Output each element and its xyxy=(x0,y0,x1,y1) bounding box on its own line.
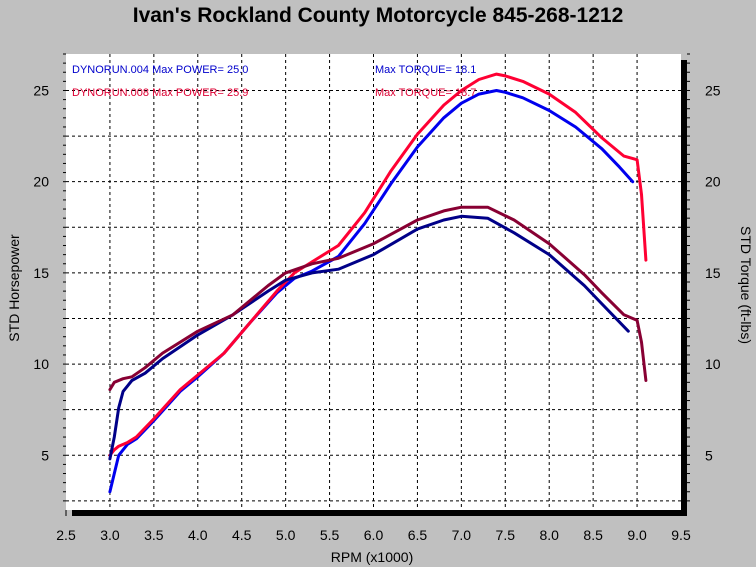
x-tick-label: 3.0 xyxy=(100,527,120,543)
x-tick-label: 3.5 xyxy=(144,527,164,543)
grid xyxy=(66,54,681,510)
x-tick-label: 6.5 xyxy=(408,527,428,543)
y-tick-label-right: 25 xyxy=(705,82,721,98)
y-tick-label-left: 5 xyxy=(41,447,49,463)
x-tick-label: 6.0 xyxy=(364,527,384,543)
x-tick-label: 7.5 xyxy=(496,527,516,543)
series-line-3 xyxy=(108,214,630,461)
x-axis-title: RPM (x1000) xyxy=(331,549,413,565)
x-tick-label: 7.0 xyxy=(452,527,472,543)
x-tick-label: 4.0 xyxy=(188,527,208,543)
y-tick-label-right: 20 xyxy=(705,174,721,190)
y-tick-label-right: 5 xyxy=(705,447,713,463)
x-tick-label: 5.5 xyxy=(320,527,340,543)
legend: DYNORUN.004 Max POWER= 25.0 Max TORQUE= … xyxy=(72,64,476,99)
y-tick-label-left: 25 xyxy=(33,82,49,98)
x-tick-label: 8.0 xyxy=(539,527,559,543)
x-tick-label: 4.5 xyxy=(232,527,252,543)
series-group xyxy=(108,72,648,494)
x-tick-label: 5.0 xyxy=(276,527,296,543)
series-line-4 xyxy=(108,205,648,392)
legend-run-1-power: DYNORUN.004 Max POWER= 25.0 xyxy=(72,64,248,76)
tick-labels: 2.5 3.0 3.5 4.0 4.5 5.0 5.5 6.0 6.5 7.0 7.5 8.0 8.5 9… xyxy=(33,82,720,543)
y-tick-label-right: 10 xyxy=(705,356,721,372)
x-tick-label: 9.5 xyxy=(671,527,691,543)
y-tick-label-left: 15 xyxy=(33,265,49,281)
y-tick-label-left: 10 xyxy=(33,356,49,372)
x-tick-label: 9.0 xyxy=(627,527,647,543)
legend-run-2-power: DYNORUN.008 Max POWER= 25.9 xyxy=(72,87,248,99)
x-tick-label: 8.5 xyxy=(583,527,603,543)
series-line-2 xyxy=(108,72,648,457)
chart-title: Ivan's Rockland County Motorcycle 845-26… xyxy=(133,4,624,27)
y-tick-label-left: 20 xyxy=(33,174,49,190)
x-tick-label: 2.5 xyxy=(56,527,76,543)
legend-run-2-torque: Max TORQUE= 18.7 xyxy=(375,87,476,99)
y-tick-label-right: 15 xyxy=(705,265,721,281)
axis-ticks xyxy=(63,53,690,516)
y-axis-title-right: STD Torque (ft-lbs) xyxy=(738,226,754,344)
legend-run-1-torque: Max TORQUE= 18.1 xyxy=(375,64,476,76)
y-axis-title-left: STD Horsepower xyxy=(6,234,22,342)
